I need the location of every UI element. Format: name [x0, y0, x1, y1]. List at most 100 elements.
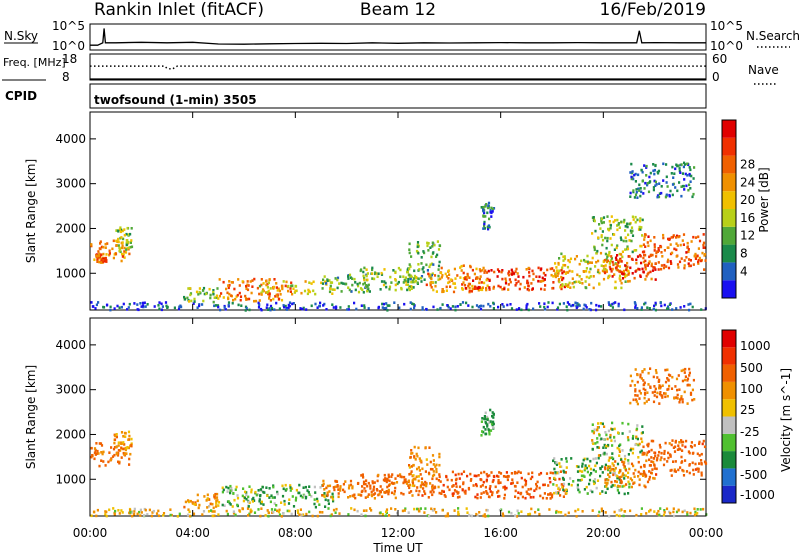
echo-cell — [269, 500, 272, 504]
echo-cell — [261, 485, 264, 489]
echo-cell — [308, 493, 311, 496]
echo-cell — [228, 501, 231, 505]
echo-cell — [102, 245, 105, 249]
echo-cell — [559, 285, 562, 289]
echo-cell — [638, 183, 641, 187]
echo-cell — [657, 454, 660, 457]
echo-cell — [420, 459, 423, 463]
echo-cell — [242, 499, 245, 503]
echo-cell — [410, 490, 413, 493]
echo-cell — [382, 283, 386, 287]
colorbar-segment — [722, 226, 736, 245]
echo-cell — [288, 304, 291, 308]
echo-cell — [473, 474, 476, 478]
echo-cell — [405, 482, 409, 485]
echo-cell — [641, 218, 644, 222]
echo-cell — [115, 445, 118, 449]
echo-cell — [501, 277, 504, 281]
echo-cell — [562, 302, 565, 305]
echo-cell — [560, 252, 563, 256]
echo-cell — [563, 285, 566, 289]
echo-cell — [430, 277, 433, 281]
echo-cell — [439, 306, 442, 310]
echo-cell — [675, 248, 678, 252]
echo-cell — [104, 246, 107, 249]
echo-cell — [596, 446, 599, 449]
echo-cell — [414, 279, 417, 283]
echo-cell — [643, 164, 646, 167]
colorbar-segment — [722, 433, 736, 452]
echo-cell — [265, 306, 268, 309]
echo-cell — [124, 251, 128, 254]
echo-cell — [657, 268, 660, 271]
echo-cell — [335, 480, 338, 483]
echo-cell — [521, 495, 524, 499]
echo-cell — [308, 510, 311, 514]
echo-cell — [665, 265, 668, 268]
echo-cell — [423, 483, 426, 487]
echo-cell — [388, 514, 391, 517]
echo-cell — [305, 308, 308, 311]
echo-cell — [607, 473, 610, 476]
echo-cell — [384, 491, 387, 494]
echo-cell — [606, 236, 609, 240]
echo-cell — [352, 495, 355, 498]
echo-cell — [680, 439, 683, 442]
echo-cell — [421, 483, 424, 486]
echo-cell — [110, 446, 113, 449]
echo-cell — [429, 467, 433, 471]
echo-cell — [618, 252, 621, 256]
echo-cell — [641, 170, 644, 174]
echo-cell — [573, 280, 576, 284]
echo-cell — [129, 511, 132, 514]
echo-cell — [452, 484, 455, 487]
colorbar-frame — [721, 329, 737, 504]
echo-cell — [444, 272, 447, 276]
echo-cell — [687, 250, 690, 254]
echo-cell — [510, 482, 513, 485]
echo-cell — [98, 260, 101, 264]
echo-cell — [636, 380, 639, 384]
echo-cell — [652, 375, 655, 379]
colorbar-tick-label: 4 — [740, 264, 748, 278]
echo-cell — [658, 192, 661, 195]
echo-cell — [482, 208, 485, 212]
echo-cell — [596, 270, 600, 274]
echo-cell — [671, 193, 674, 197]
power-frame — [89, 111, 707, 311]
echo-cell — [631, 451, 634, 455]
echo-cell — [514, 489, 517, 493]
echo-cell — [99, 242, 102, 245]
echo-cell — [96, 258, 99, 261]
echo-cell — [557, 261, 560, 265]
echo-cell — [394, 508, 397, 511]
echo-cell — [614, 219, 617, 222]
echo-cell — [128, 463, 131, 466]
echo-cell — [140, 511, 143, 514]
echo-cell — [137, 308, 140, 312]
echo-cell — [531, 471, 534, 475]
echo-cell — [667, 237, 670, 241]
echo-cell — [702, 233, 705, 236]
echo-cell — [688, 258, 691, 261]
echo-cell — [157, 509, 160, 513]
echo-cell — [99, 257, 102, 260]
echo-cell — [347, 286, 350, 289]
echo-cell — [528, 271, 531, 274]
echo-cell — [686, 377, 690, 381]
echo-cell — [655, 473, 658, 476]
echo-cell — [146, 303, 149, 306]
echo-cell — [630, 239, 633, 243]
echo-cell — [289, 287, 292, 290]
echo-cell — [698, 454, 701, 457]
echo-cell — [251, 500, 254, 503]
echo-cell — [117, 244, 120, 247]
echo-cell — [511, 270, 514, 274]
echo-cell — [669, 469, 672, 472]
echo-cell — [392, 269, 395, 272]
echo-cell — [431, 485, 434, 489]
echo-cell — [645, 400, 648, 403]
echo-cell — [283, 503, 286, 506]
echo-cell — [339, 486, 342, 490]
